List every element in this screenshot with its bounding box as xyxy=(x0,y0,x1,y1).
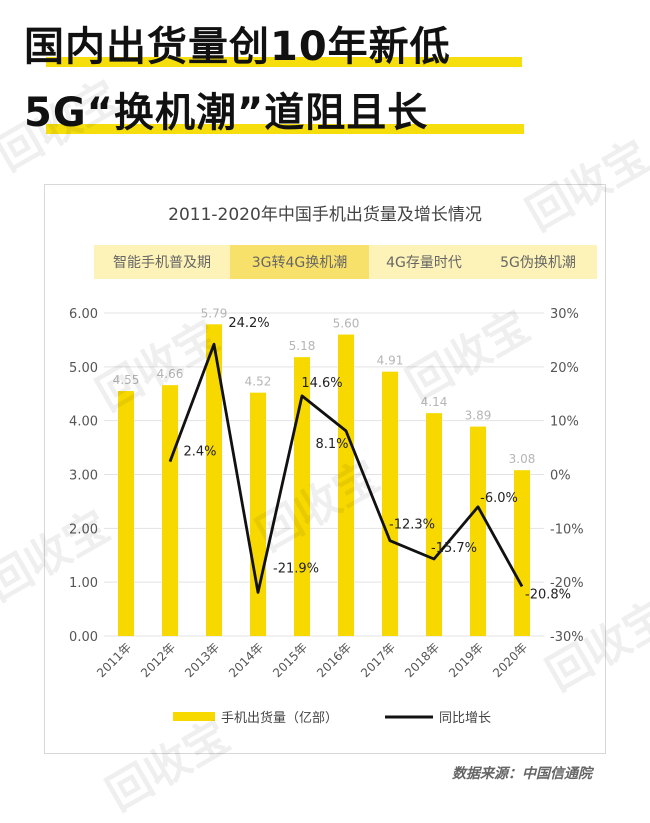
x-tick-label: 2011年 xyxy=(94,640,134,680)
growth-value-label: 14.6% xyxy=(301,376,342,391)
x-tick-label: 2019年 xyxy=(446,640,486,680)
y-right-tick-label: 0% xyxy=(550,469,571,484)
phase-label: 智能手机普及期 xyxy=(113,255,211,271)
bar-value-label: 4.91 xyxy=(377,354,404,368)
y-right-tick-label: 10% xyxy=(550,415,579,430)
x-tick-label: 2013年 xyxy=(182,640,222,680)
bar-value-label: 3.08 xyxy=(509,452,536,466)
phase-band-segment xyxy=(479,245,597,279)
y-left-tick-label: 5.00 xyxy=(69,361,98,376)
y-right-tick-label: 30% xyxy=(550,307,579,322)
headline-highlight-2 xyxy=(46,124,524,134)
chart-title: 2011-2020年中国手机出货量及增长情况 xyxy=(168,205,482,225)
phase-band-segment xyxy=(369,245,479,279)
bar-value-label: 4.66 xyxy=(157,367,184,381)
x-tick-label: 2014年 xyxy=(226,640,266,680)
data-source: 数据来源：中国信通院 xyxy=(452,766,592,782)
y-left-tick-label: 0.00 xyxy=(69,630,98,645)
phase-label: 4G存量时代 xyxy=(386,255,462,271)
bar-value-label: 4.55 xyxy=(113,373,140,387)
bar xyxy=(514,470,530,636)
growth-line xyxy=(168,342,524,594)
legend-label-line: 同比增长 xyxy=(439,711,491,726)
bar xyxy=(338,334,354,636)
x-tick-label: 2016年 xyxy=(314,640,354,680)
legend-label-bar: 手机出货量（亿部） xyxy=(221,710,338,726)
growth-value-label: -12.3% xyxy=(389,518,435,533)
bar xyxy=(162,385,178,636)
growth-value-label: -6.0% xyxy=(480,491,518,506)
y-right-tick-label: -10% xyxy=(550,522,584,537)
y-left-tick-label: 3.00 xyxy=(69,469,98,484)
bar xyxy=(118,391,134,636)
phase-band-segment xyxy=(230,245,369,279)
y-left-tick-label: 2.00 xyxy=(69,522,98,537)
bar-value-label: 3.89 xyxy=(465,409,492,423)
bar xyxy=(470,426,486,636)
bar-value-label: 4.52 xyxy=(245,375,272,389)
phase-label: 5G伪换机潮 xyxy=(500,254,576,271)
bar-value-label: 5.79 xyxy=(201,306,228,320)
x-tick-label: 2017年 xyxy=(358,640,398,680)
growth-value-label: -21.9% xyxy=(273,561,319,576)
x-tick-label: 2012年 xyxy=(138,640,178,680)
y-left-tick-label: 1.00 xyxy=(69,576,98,591)
legend-swatch-bar xyxy=(173,712,215,721)
y-right-tick-label: -20% xyxy=(550,576,584,591)
growth-value-label: 24.2% xyxy=(228,316,269,331)
x-tick-label: 2018年 xyxy=(402,640,442,680)
y-right-tick-label: -30% xyxy=(550,630,584,645)
bar xyxy=(294,357,310,636)
y-left-tick-label: 4.00 xyxy=(69,415,98,430)
headline-highlight-1 xyxy=(46,57,522,67)
phase-label: 3G转4G换机潮 xyxy=(252,254,348,271)
bar xyxy=(382,371,398,636)
bar-value-label: 5.60 xyxy=(333,317,360,331)
phase-band-segment xyxy=(94,245,230,279)
x-tick-label: 2015年 xyxy=(270,640,310,680)
bar xyxy=(250,392,266,636)
y-right-tick-label: 20% xyxy=(550,361,579,376)
headline-line-2: 5G“换机潮”道阻且长 xyxy=(24,90,429,136)
growth-value-label: 8.1% xyxy=(315,437,348,452)
growth-value-label: -15.7% xyxy=(431,541,477,556)
growth-value-label: -20.8% xyxy=(525,587,571,602)
headline-line-1: 国内出货量创10年新低 xyxy=(24,24,451,70)
chart-card: 2011-2020年中国手机出货量及增长情况智能手机普及期 3G转4G换机潮 4G存… xyxy=(44,184,606,754)
growth-value-label: 2.4% xyxy=(183,445,216,460)
bar xyxy=(206,324,222,636)
bar xyxy=(426,413,442,636)
x-tick-label: 2020年 xyxy=(490,640,530,680)
bar-value-label: 4.14 xyxy=(421,395,448,409)
y-left-tick-label: 6.00 xyxy=(69,307,98,322)
bar-value-label: 5.18 xyxy=(289,339,316,353)
